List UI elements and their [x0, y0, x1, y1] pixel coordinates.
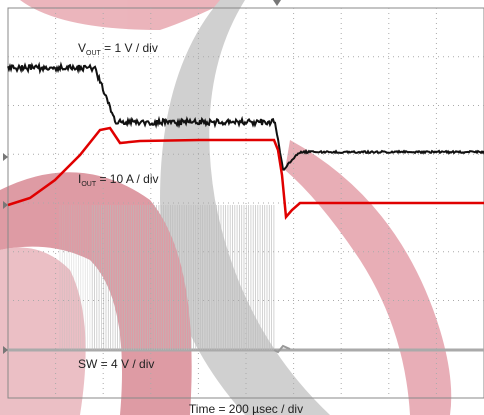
sw-label: SW = 4 V / div — [78, 357, 154, 371]
vout-label: VOUT = 1 V / div — [78, 41, 158, 57]
time-label: Time = 200 µsec / div — [189, 402, 303, 415]
